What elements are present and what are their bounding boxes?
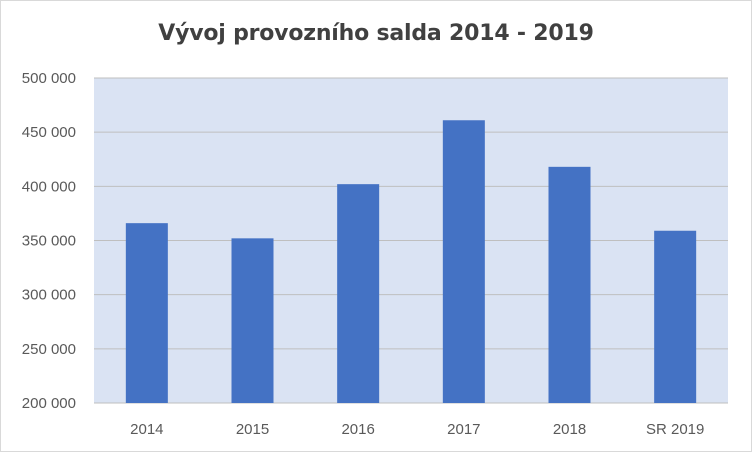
bar-sr-2019 <box>654 230 697 403</box>
x-tick-label: 2018 <box>553 421 586 438</box>
bar-2017 <box>442 120 485 403</box>
y-tick-label: 200 000 <box>22 395 76 412</box>
y-tick-label: 250 000 <box>22 341 76 358</box>
y-tick-label: 350 000 <box>22 233 76 250</box>
chart-title: Vývoj provozního salda 2014 - 2019 <box>158 21 594 46</box>
y-tick-label: 450 000 <box>22 124 76 141</box>
x-tick-label: SR 2019 <box>646 421 704 438</box>
x-tick-label: 2015 <box>236 421 269 438</box>
bar-2015 <box>231 238 274 403</box>
bar-2016 <box>337 184 380 403</box>
x-tick-label: 2017 <box>447 421 480 438</box>
x-tick-label: 2016 <box>341 421 374 438</box>
bar-2018 <box>548 166 591 403</box>
y-tick-label: 500 000 <box>22 70 76 87</box>
y-tick-label: 400 000 <box>22 178 76 195</box>
x-tick-label: 2014 <box>130 421 163 438</box>
y-tick-label: 300 000 <box>22 287 76 304</box>
bar-2014 <box>125 223 168 403</box>
